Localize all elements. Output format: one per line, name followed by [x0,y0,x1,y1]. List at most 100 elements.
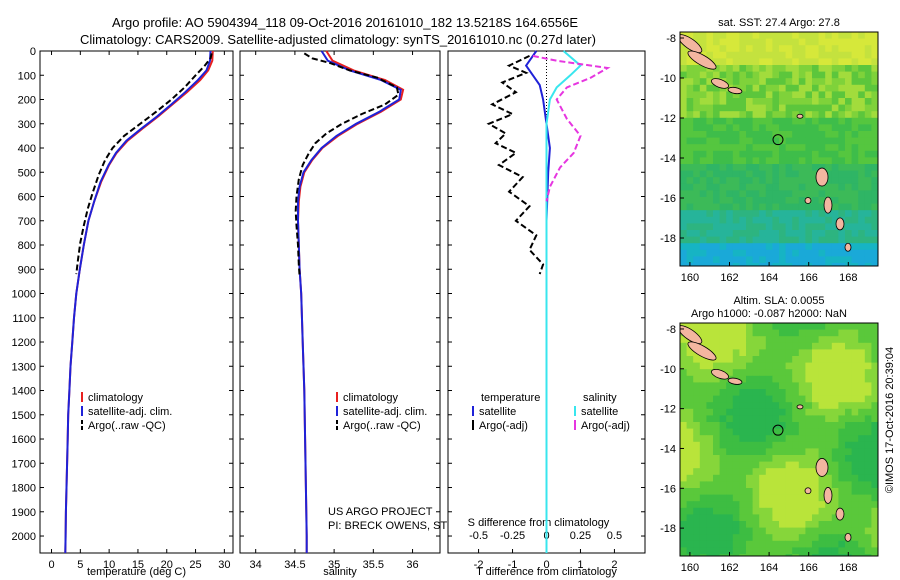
map-cell [812,362,819,370]
map-cell [765,150,773,158]
map-cell [858,58,866,66]
map-cell [686,65,694,72]
map-cell [699,336,707,344]
map-cell [805,441,813,449]
map-cell [871,435,878,443]
map-cell [765,45,773,53]
map-cell [864,98,872,105]
map-cell [858,164,866,171]
island [835,217,845,231]
map-cell [798,197,806,204]
map-cell [680,547,687,555]
map-cell [680,51,687,59]
map-cell [831,236,839,244]
map-cell [693,183,701,191]
map-cell [812,263,819,266]
map-cell [713,104,720,112]
map-cell [798,501,806,509]
map-cell [779,521,786,528]
map-cell [864,164,872,171]
map-cell [752,554,760,556]
map-cell [719,402,727,410]
map-xtick-label: 162 [720,272,738,284]
map-cell [845,230,852,237]
map-cell [719,521,727,528]
map-cell [759,177,767,185]
map-cell [845,527,852,535]
map-cell [772,435,780,443]
island [815,167,829,187]
map-cell [739,402,747,410]
map-cell [818,507,826,515]
map-cell [726,389,734,396]
map-cell [713,223,720,231]
map-cell [792,65,800,72]
map-cell [772,177,780,185]
map-cell [706,329,714,337]
map-cell [686,230,694,237]
map-cell [864,362,872,370]
map-cell [779,369,786,377]
map-cell [785,342,793,350]
map-cell [838,32,846,39]
map-field [680,32,878,266]
map-cell [825,117,833,125]
map-cell [732,362,740,370]
map-cell [693,554,701,556]
map-cell [680,342,687,350]
map-cell [686,468,694,476]
map-cell [699,527,707,535]
map-cell [831,256,839,264]
map-cell [864,45,872,53]
map-cell [812,98,819,105]
map-cell [838,501,846,509]
map-cell [845,51,852,59]
map-cell [732,342,740,350]
map-cell [785,415,793,423]
map-cell [798,144,806,152]
map-cell [706,183,714,191]
map-cell [805,474,813,482]
map-cell [765,124,773,132]
map-cell [719,210,727,218]
map-cell [680,461,687,469]
map-cell [726,342,734,350]
map-cell [798,256,806,264]
map-cell [772,375,780,383]
map-cell [680,45,687,53]
map-cell [798,342,806,350]
map-cell [838,336,846,344]
map-ytick-label: -18 [660,233,676,245]
map-cell [818,150,826,158]
map-cell [772,507,780,515]
map-cell [831,395,839,403]
map-cell [871,183,878,191]
map-cell [746,382,753,390]
map-cell [792,78,800,86]
map-cell [726,236,734,244]
map-cell [871,256,878,264]
map-cell [732,402,740,410]
map-cell [752,428,760,436]
map-cell [732,51,740,59]
map-cell [706,402,714,410]
map-cell [805,117,813,125]
map-cell [785,514,793,522]
map-cell [792,375,800,383]
map-cell [792,157,800,165]
map-cell [719,441,727,449]
map-cell [792,336,800,344]
map-cell [805,45,813,53]
map-cell [785,382,793,390]
map-cell [746,164,753,171]
map-cell [752,527,760,535]
map-cell [845,428,852,436]
x-tick-label: 35.5 [363,559,384,571]
map-cell [732,349,740,357]
map-cell [831,58,839,66]
temp-panel: 0100200300400500600700800900100011001200… [12,46,234,578]
map-cell [719,98,727,105]
map-cell [871,111,878,119]
map-cell [825,448,833,456]
map-xtick-label: 168 [839,562,857,574]
